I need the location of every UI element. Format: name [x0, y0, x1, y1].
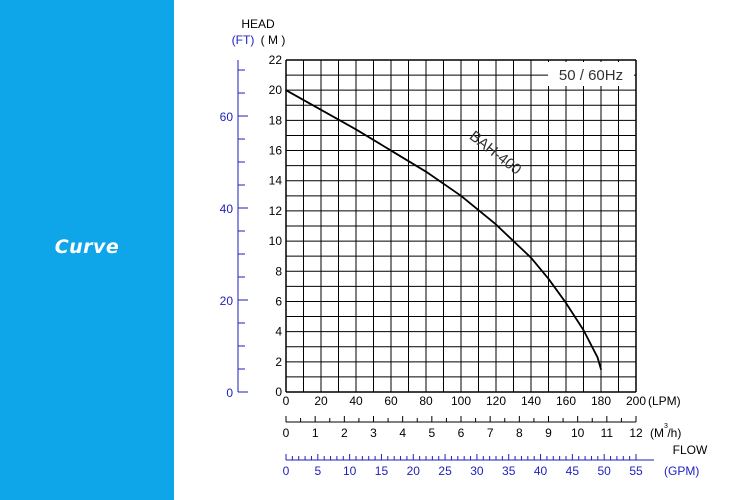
gpm-tick-label: 25: [438, 464, 452, 478]
m3h-tick-label: 9: [545, 426, 552, 440]
series-point: [285, 89, 287, 91]
m3h-unit: (M /h): [650, 426, 681, 440]
series-point: [512, 240, 515, 242]
series-point: [547, 278, 550, 280]
x-tick-label-lpm: 160: [556, 394, 576, 408]
ft-tick-label: 0: [226, 386, 233, 400]
m3h-unit-sup: 3: [664, 423, 668, 430]
series-point: [390, 149, 392, 152]
sidebar-panel: Curve: [0, 0, 174, 500]
x-tick-label-lpm: 200: [626, 394, 646, 408]
sidebar-title: Curve: [54, 236, 120, 258]
m3h-tick-label: 10: [571, 426, 585, 440]
ft-tick-label: 40: [220, 202, 234, 216]
lpm-unit: (LPM): [648, 394, 681, 408]
x-tick-label-lpm: 80: [419, 394, 433, 408]
y-tick-label-m: 6: [275, 294, 282, 308]
m3h-tick-label: 7: [487, 426, 494, 440]
gpm-tick-label: 55: [629, 464, 643, 478]
freq-label-box: [548, 62, 634, 86]
ft-tick-label: 60: [220, 110, 234, 124]
series-point: [320, 109, 322, 111]
gpm-tick-label: 40: [534, 464, 548, 478]
x-tick-label-lpm: 140: [521, 394, 541, 408]
head-label: HEAD: [241, 17, 275, 31]
x-tick-label-lpm: 180: [591, 394, 611, 408]
freq-label: 50 / 60Hz: [559, 67, 623, 84]
y-tick-label-m: 14: [269, 174, 283, 188]
x-tick-label-lpm: 0: [283, 394, 290, 408]
y-tick-label-m: 0: [275, 385, 282, 399]
x-tick-label-lpm: 100: [451, 394, 471, 408]
series-point: [600, 368, 602, 371]
m3h-tick-label: 0: [283, 426, 290, 440]
m3h-tick-label: 1: [312, 426, 319, 440]
m3h-tick-label: 8: [516, 426, 523, 440]
gpm-tick-label: 5: [314, 464, 321, 478]
x-tick-label-lpm: 60: [384, 394, 398, 408]
series-point: [460, 195, 462, 197]
m3h-tick-label: 2: [341, 426, 348, 440]
y-tick-label-m: 16: [269, 144, 283, 158]
m3h-tick-label: 11: [601, 426, 614, 440]
y-tick-label-m: 12: [269, 204, 283, 218]
y-tick-label-m: 10: [269, 234, 283, 248]
m3h-tick-label: 3: [370, 426, 377, 440]
y-tick-label-m: 4: [275, 325, 282, 339]
x-tick-label-lpm: 40: [349, 394, 363, 408]
gpm-tick-label: 30: [470, 464, 484, 478]
series-point: [582, 329, 585, 331]
series-point: [355, 128, 357, 131]
gpm-tick-label: 0: [283, 464, 290, 478]
series-point: [596, 356, 599, 359]
x-tick-label-lpm: 120: [486, 394, 506, 408]
gpm-tick-label: 10: [343, 464, 357, 478]
gpm-tick-label: 20: [407, 464, 421, 478]
series-point: [530, 256, 532, 259]
ft-tick-label: 20: [220, 294, 234, 308]
series-line-bah-400: [285, 89, 602, 370]
y-tick-label-m: 20: [269, 83, 283, 97]
y-tick-label-m: 8: [275, 264, 282, 278]
m3h-tick-label: 12: [629, 426, 643, 440]
head-m-unit: ( M ): [261, 33, 286, 47]
gpm-tick-label: 45: [566, 464, 580, 478]
series-point: [495, 223, 497, 226]
x-tick-label-lpm: 20: [314, 394, 328, 408]
y-tick-label-m: 2: [275, 355, 282, 369]
series-point: [425, 170, 427, 173]
series-point: [565, 302, 567, 304]
m3h-tick-label: 5: [428, 426, 435, 440]
flow-label: FLOW: [673, 443, 708, 457]
gpm-unit: (GPM): [664, 464, 699, 478]
y-tick-label-m: 18: [269, 113, 283, 127]
gpm-tick-label: 15: [375, 464, 389, 478]
m3h-tick-label: 4: [399, 426, 406, 440]
gpm-tick-label: 50: [598, 464, 612, 478]
head-ft-unit: (FT): [232, 33, 255, 47]
y-tick-label-m: 22: [269, 53, 283, 67]
m3h-tick-label: 6: [458, 426, 465, 440]
gpm-tick-label: 35: [502, 464, 516, 478]
